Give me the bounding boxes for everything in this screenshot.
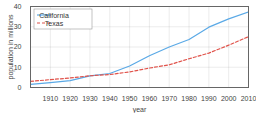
svg-text:1960: 1960	[142, 95, 158, 102]
svg-text:California: California	[39, 12, 69, 19]
svg-text:2010: 2010	[241, 95, 256, 102]
svg-text:1990: 1990	[201, 95, 217, 102]
svg-text:1910: 1910	[43, 95, 59, 102]
svg-text:population in millions: population in millions	[7, 14, 15, 79]
svg-text:10: 10	[14, 63, 22, 70]
svg-text:40: 40	[14, 3, 22, 10]
svg-text:1940: 1940	[102, 95, 118, 102]
svg-text:0: 0	[18, 84, 22, 91]
svg-text:year: year	[133, 106, 147, 113]
svg-text:1920: 1920	[62, 95, 78, 102]
svg-text:1980: 1980	[181, 95, 197, 102]
svg-text:1950: 1950	[122, 95, 138, 102]
svg-text:Texas: Texas	[45, 20, 64, 27]
svg-text:30: 30	[14, 23, 22, 30]
svg-text:1970: 1970	[161, 95, 177, 102]
svg-text:20: 20	[14, 43, 22, 50]
svg-text:1930: 1930	[82, 95, 98, 102]
svg-text:2000: 2000	[221, 95, 237, 102]
